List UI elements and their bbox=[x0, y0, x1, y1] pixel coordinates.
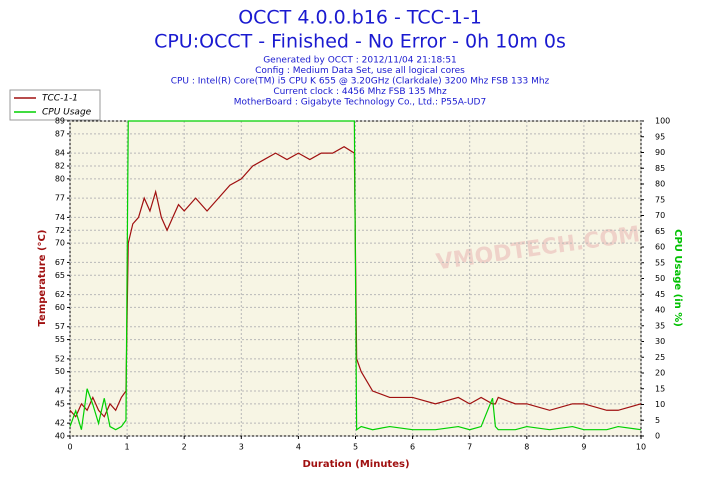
y-tick-label: 57 bbox=[55, 322, 65, 331]
y-tick-label: 87 bbox=[55, 129, 65, 138]
y-tick-label: 65 bbox=[55, 271, 65, 280]
x-tick-label: 9 bbox=[581, 443, 586, 452]
y2-tick-label: 100 bbox=[655, 117, 670, 126]
x-tick-label: 4 bbox=[296, 443, 301, 452]
series-line bbox=[69, 146, 642, 418]
y-tick-label: 70 bbox=[55, 239, 65, 248]
y-tick-label: 52 bbox=[55, 354, 65, 363]
y-tick-label: 77 bbox=[55, 194, 65, 203]
y2-tick-label: 75 bbox=[655, 195, 665, 204]
y-tick-label: 84 bbox=[55, 149, 65, 158]
y-tick-label: 60 bbox=[55, 303, 65, 312]
y-tick-label: 80 bbox=[55, 174, 65, 183]
y2-tick-label: 0 bbox=[655, 432, 660, 441]
y-tick-label: 82 bbox=[55, 162, 65, 171]
y2-tick-label: 65 bbox=[655, 227, 665, 236]
x-tick-label: 1 bbox=[125, 443, 130, 452]
y2-tick-label: 70 bbox=[655, 211, 665, 220]
y2-tick-label: 10 bbox=[655, 400, 665, 409]
y2-tick-label: 60 bbox=[655, 243, 665, 252]
legend bbox=[9, 89, 101, 121]
x-tick-label: 2 bbox=[182, 443, 187, 452]
y2-tick-label: 20 bbox=[655, 369, 665, 378]
x-tick-label: 0 bbox=[67, 443, 72, 452]
y2-tick-label: 50 bbox=[655, 274, 665, 283]
y2-tick-label: 45 bbox=[655, 290, 665, 299]
y-tick-label: 45 bbox=[55, 399, 65, 408]
x-tick-label: 6 bbox=[410, 443, 415, 452]
y-tick-label: 74 bbox=[55, 213, 65, 222]
info-line: CPU : Intel(R) Core(TM) i5 CPU K 655 @ 3… bbox=[171, 77, 550, 87]
info-line: Current clock : 4456 Mhz FSB 135 Mhz bbox=[273, 87, 447, 97]
x-tick-label: 5 bbox=[353, 443, 358, 452]
info-line: Generated by OCCT : 2012/11/04 21:18:51 bbox=[263, 56, 457, 66]
y2-tick-label: 95 bbox=[655, 132, 665, 141]
y2-tick-label: 80 bbox=[655, 180, 665, 189]
y2-tick-label: 5 bbox=[655, 416, 660, 425]
y-tick-label: 89 bbox=[55, 117, 65, 126]
y-tick-label: 50 bbox=[55, 367, 65, 376]
y2-tick-label: 15 bbox=[655, 384, 665, 393]
y-tick-label: 62 bbox=[55, 290, 65, 299]
x-tick-label: 8 bbox=[524, 443, 529, 452]
y2-tick-label: 25 bbox=[655, 353, 665, 362]
series-line bbox=[69, 120, 642, 431]
y2-tick-label: 35 bbox=[655, 321, 665, 330]
legend-label: CPU Usage bbox=[42, 108, 92, 118]
y-tick-label: 72 bbox=[55, 226, 65, 235]
y-tick-label: 42 bbox=[55, 419, 65, 428]
y-tick-label: 67 bbox=[55, 258, 65, 267]
y2-tick-label: 55 bbox=[655, 258, 665, 267]
y-axis-label: Temperature (°C) bbox=[37, 230, 48, 327]
x-tick-label: 10 bbox=[636, 443, 646, 452]
y2-tick-label: 90 bbox=[655, 148, 665, 157]
y2-tick-label: 30 bbox=[655, 337, 665, 346]
y2-tick-label: 40 bbox=[655, 306, 665, 315]
info-line: Config : Medium Data Set, use all logica… bbox=[255, 66, 465, 76]
chart-subtitle: CPU:OCCT - Finished - No Error - 0h 10m … bbox=[154, 31, 566, 53]
x-tick-label: 3 bbox=[239, 443, 244, 452]
y-tick-label: 40 bbox=[55, 432, 65, 441]
chart-title: OCCT 4.0.0.b16 - TCC-1-1 bbox=[238, 7, 482, 29]
y-tick-label: 47 bbox=[55, 387, 65, 396]
info-line: MotherBoard : Gigabyte Technology Co., L… bbox=[234, 98, 486, 108]
x-tick-label: 7 bbox=[467, 443, 472, 452]
y2-axis-label: CPU Usage (in %) bbox=[672, 229, 683, 327]
y2-tick-label: 85 bbox=[655, 164, 665, 173]
x-axis-label: Duration (Minutes) bbox=[302, 459, 409, 470]
legend-label: TCC-1-1 bbox=[42, 94, 78, 104]
y-tick-label: 55 bbox=[55, 335, 65, 344]
